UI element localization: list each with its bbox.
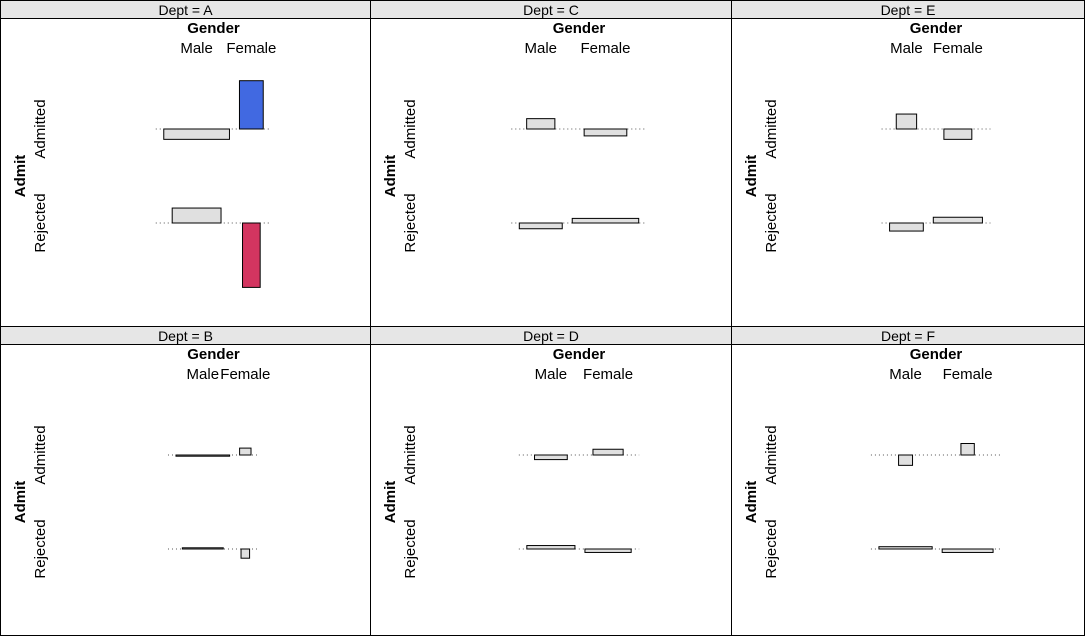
panel-dept-c: Dept = C Gender Male Female Admit Admitted Re…: [370, 0, 732, 327]
row-level-label: Admitted: [402, 99, 419, 158]
panel-dept-a: Dept = A Gender Male Female Admit Admitted Re…: [0, 0, 371, 327]
residual-bar: [592, 448, 624, 456]
row-level-label: Admitted: [32, 99, 49, 158]
row-level-label: Rejected: [32, 519, 49, 578]
panel-dept-d: Dept = D Gender Male Female Admit Admitted Re…: [370, 326, 732, 636]
row-level-label: Rejected: [763, 519, 780, 578]
col-level-label: Female: [580, 40, 630, 57]
col-level-label: Male: [890, 40, 923, 57]
row-level-label: Admitted: [32, 425, 49, 484]
col-level-label: Female: [943, 366, 993, 383]
row-level-label: Admitted: [402, 425, 419, 484]
residual-bar: [571, 217, 640, 224]
col-level-label: Female: [583, 366, 633, 383]
row-variable-label: Admit: [743, 155, 760, 198]
residual-bar: [898, 454, 914, 466]
panel-strip: Dept = B: [1, 327, 370, 345]
row-variable-label: Admit: [12, 155, 29, 198]
residual-bar: [181, 547, 224, 550]
panel-dept-f: Dept = F Gender Male Female Admit Admitted Re…: [731, 326, 1085, 636]
residual-bar: [943, 128, 973, 140]
col-variable-label: Gender: [910, 20, 963, 37]
col-level-label: Male: [525, 40, 558, 57]
row-variable-label: Admit: [382, 481, 399, 524]
row-level-label: Admitted: [763, 99, 780, 158]
col-level-label: Male: [180, 40, 213, 57]
col-variable-label: Gender: [187, 346, 240, 363]
panel-strip: Dept = A: [1, 1, 370, 19]
residual-bar: [240, 548, 251, 559]
col-level-label: Female: [933, 40, 983, 57]
row-variable-label: Admit: [382, 155, 399, 198]
row-level-label: Admitted: [763, 425, 780, 484]
panel-dept-b: Dept = B Gender Male Female Admit Admitted Re…: [0, 326, 371, 636]
residual-bar: [175, 454, 231, 457]
residual-bar: [239, 447, 252, 456]
row-level-label: Rejected: [402, 519, 419, 578]
residual-bar: [171, 207, 222, 224]
residual-bar: [889, 222, 924, 232]
col-level-label: Male: [187, 366, 220, 383]
row-variable-label: Admit: [743, 481, 760, 524]
panel-strip: Dept = E: [732, 1, 1084, 19]
residual-bar: [526, 545, 576, 550]
panel-dept-e: Dept = E Gender Male Female Admit Admitted Re…: [731, 0, 1085, 327]
residual-bar: [932, 216, 983, 224]
residual-bar: [878, 546, 933, 550]
row-level-label: Rejected: [32, 193, 49, 252]
residual-bar: [242, 222, 261, 288]
col-level-label: Female: [226, 40, 276, 57]
residual-bar: [163, 128, 230, 140]
row-level-label: Rejected: [402, 193, 419, 252]
col-variable-label: Gender: [187, 20, 240, 37]
row-variable-label: Admit: [12, 481, 29, 524]
residual-bar: [526, 118, 556, 130]
col-variable-label: Gender: [910, 346, 963, 363]
residual-bar: [584, 548, 632, 553]
col-level-label: Male: [889, 366, 922, 383]
residual-bar: [895, 113, 918, 130]
panel-strip: Dept = F: [732, 327, 1084, 345]
residual-bar: [941, 548, 994, 553]
panel-strip: Dept = C: [371, 1, 731, 19]
residual-bar: [534, 454, 568, 461]
col-variable-label: Gender: [553, 346, 606, 363]
col-level-label: Male: [535, 366, 568, 383]
residual-bar: [518, 222, 563, 230]
col-level-label: Female: [220, 366, 270, 383]
col-variable-label: Gender: [553, 20, 606, 37]
residual-bar: [583, 128, 628, 137]
residual-bar: [238, 80, 264, 130]
panel-strip: Dept = D: [371, 327, 731, 345]
residual-bar: [960, 443, 975, 456]
row-level-label: Rejected: [763, 193, 780, 252]
